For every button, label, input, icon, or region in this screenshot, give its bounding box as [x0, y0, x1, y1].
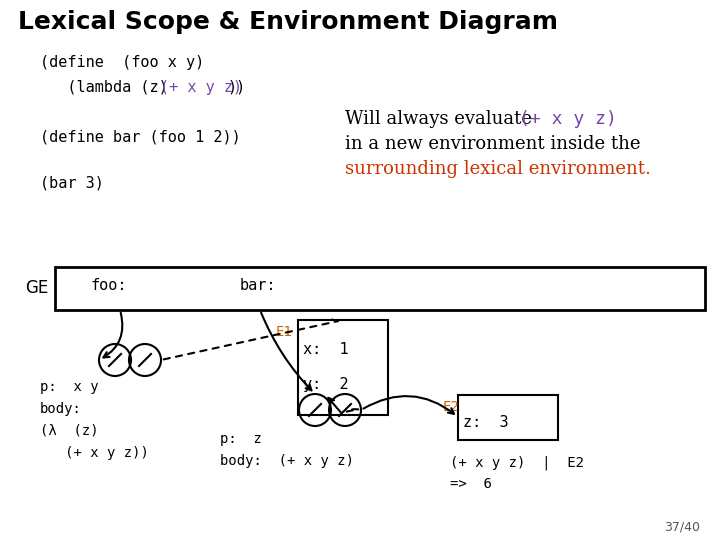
- Text: Will always evaluate: Will always evaluate: [345, 110, 538, 128]
- Text: body:  (+ x y z): body: (+ x y z): [220, 454, 354, 468]
- Text: E2: E2: [443, 400, 460, 414]
- Text: GE: GE: [25, 279, 48, 297]
- Text: (+ x y z): (+ x y z): [519, 110, 617, 128]
- Bar: [298, 320, 388, 415]
- Bar: [55, 267, 705, 310]
- Text: body:: body:: [40, 402, 82, 416]
- Text: p:  x y: p: x y: [40, 380, 99, 394]
- Text: p:  z: p: z: [220, 432, 262, 446]
- Text: surrounding lexical environment.: surrounding lexical environment.: [345, 160, 651, 178]
- Text: in a new environment inside the: in a new environment inside the: [345, 135, 641, 153]
- Text: (+ x y z)  |  E2: (+ x y z) | E2: [450, 455, 584, 469]
- Text: 37/40: 37/40: [664, 520, 700, 533]
- Text: =>  6: => 6: [450, 477, 492, 491]
- Text: E1: E1: [276, 325, 293, 339]
- Text: )): )): [228, 80, 246, 95]
- Text: z:  3: z: 3: [463, 415, 508, 430]
- Text: (bar 3): (bar 3): [40, 175, 104, 190]
- Text: (λ  (z): (λ (z): [40, 424, 99, 438]
- Text: Lexical Scope & Environment Diagram: Lexical Scope & Environment Diagram: [18, 10, 558, 34]
- Text: foo:: foo:: [90, 279, 127, 294]
- Bar: [458, 395, 558, 440]
- Text: x:  1: x: 1: [303, 342, 348, 357]
- Text: y:  2: y: 2: [303, 377, 348, 392]
- Text: (lambda (z): (lambda (z): [40, 80, 186, 95]
- Text: (define bar (foo 1 2)): (define bar (foo 1 2)): [40, 130, 240, 145]
- Text: (+ x y z)): (+ x y z)): [40, 446, 149, 460]
- Text: (+ x y z): (+ x y z): [160, 80, 242, 95]
- Text: bar:: bar:: [240, 279, 276, 294]
- Text: (define  (foo x y): (define (foo x y): [40, 55, 204, 70]
